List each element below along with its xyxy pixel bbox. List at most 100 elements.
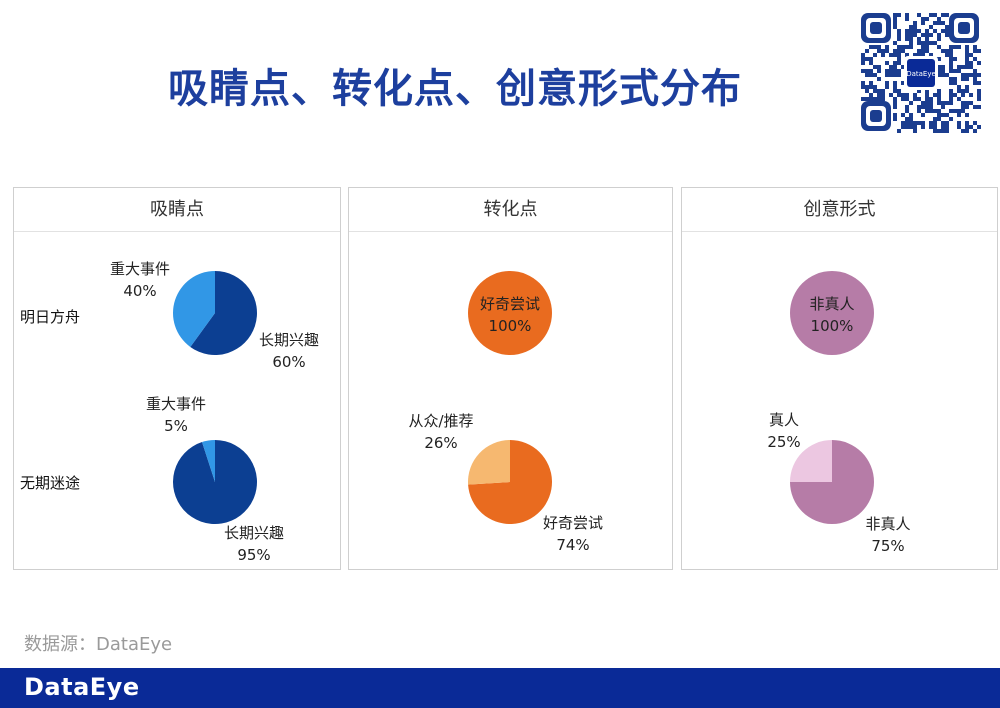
qr-module	[929, 109, 933, 113]
qr-module	[961, 101, 965, 105]
qr-module	[869, 97, 873, 101]
panel-attention-points: 吸睛点	[13, 187, 341, 570]
qr-module	[933, 125, 937, 129]
qr-module	[953, 81, 957, 85]
qr-module	[893, 41, 897, 45]
qr-module	[965, 53, 969, 57]
qr-module	[897, 89, 901, 93]
qr-module	[870, 110, 882, 122]
qr-module	[941, 29, 945, 33]
qr-module	[969, 125, 973, 129]
qr-module	[905, 97, 909, 101]
qr-module	[909, 25, 913, 29]
data-source-note: 数据源：DataEye	[24, 634, 173, 655]
qr-module	[893, 105, 897, 109]
qr-module	[865, 97, 869, 101]
qr-module	[877, 49, 881, 53]
qr-module	[877, 93, 881, 97]
qr-module	[965, 61, 969, 65]
qr-module	[958, 22, 970, 34]
qr-module	[861, 69, 865, 73]
qr-module	[913, 25, 917, 29]
qr-module	[917, 97, 921, 101]
qr-module	[965, 125, 969, 129]
qr-module	[977, 49, 981, 53]
qr-module	[917, 13, 921, 17]
qr-module	[965, 89, 969, 93]
qr-module	[977, 105, 981, 109]
qr-module	[889, 65, 893, 69]
qr-module	[873, 73, 877, 77]
panel-title: 创意形式	[682, 188, 997, 232]
qr-module	[929, 41, 933, 45]
qr-module	[897, 61, 901, 65]
qr-module	[921, 49, 925, 53]
qr-module	[905, 121, 909, 125]
qr-module	[869, 81, 873, 85]
qr-module	[861, 57, 865, 61]
qr-module	[941, 113, 945, 117]
qr-module	[869, 73, 873, 77]
qr-module	[945, 33, 949, 37]
qr-module	[945, 53, 949, 57]
qr-module	[937, 21, 941, 25]
qr-module	[905, 13, 909, 17]
qr-module	[877, 77, 881, 81]
qr-module	[909, 101, 913, 105]
qr-module	[877, 97, 881, 101]
qr-module	[901, 113, 905, 117]
qr-module	[881, 93, 885, 97]
qr-module	[881, 97, 885, 101]
qr-module	[945, 113, 949, 117]
qr-module	[973, 49, 977, 53]
qr-module	[893, 81, 897, 85]
qr-module	[929, 101, 933, 105]
qr-module	[973, 81, 977, 85]
qr-module	[893, 25, 897, 29]
qr-module	[965, 129, 969, 133]
qr-module	[957, 125, 961, 129]
qr-module	[945, 73, 949, 77]
qr-module	[937, 117, 941, 121]
qr-module	[897, 37, 901, 41]
footer-bar: DataEye	[0, 668, 1000, 708]
qr-module	[889, 93, 893, 97]
qr-module	[917, 29, 921, 33]
page-title: 吸睛点、转化点、创意形式分布	[168, 66, 742, 112]
qr-module	[893, 117, 897, 121]
qr-module	[937, 93, 941, 97]
qr-module	[965, 85, 969, 89]
qr-module	[953, 93, 957, 97]
qr-module	[949, 93, 953, 97]
qr-module	[949, 117, 953, 121]
qr-module	[929, 25, 933, 29]
qr-module	[929, 121, 933, 125]
qr-module	[921, 21, 925, 25]
qr-module	[885, 81, 889, 85]
qr-module	[877, 65, 881, 69]
qr-module	[893, 101, 897, 105]
qr-code: DataEye	[861, 13, 981, 133]
qr-module	[949, 101, 953, 105]
qr-module	[949, 57, 953, 61]
qr-module	[973, 77, 977, 81]
qr-module	[953, 77, 957, 81]
qr-module	[965, 73, 969, 77]
qr-module	[957, 45, 961, 49]
row-label-game: 无期迷途	[20, 474, 81, 492]
qr-module	[889, 53, 893, 57]
qr-module	[977, 73, 981, 77]
slice-label: 重大事件 5%	[145, 395, 207, 435]
qr-module	[909, 121, 913, 125]
qr-module	[905, 53, 909, 57]
qr-module	[929, 53, 933, 57]
qr-module	[925, 49, 929, 53]
qr-module	[917, 109, 921, 113]
qr-module	[897, 73, 901, 77]
qr-module	[945, 29, 949, 33]
qr-module	[957, 113, 961, 117]
qr-module	[893, 49, 897, 53]
qr-module	[905, 109, 909, 113]
qr-module	[870, 22, 882, 34]
qr-module	[961, 93, 965, 97]
